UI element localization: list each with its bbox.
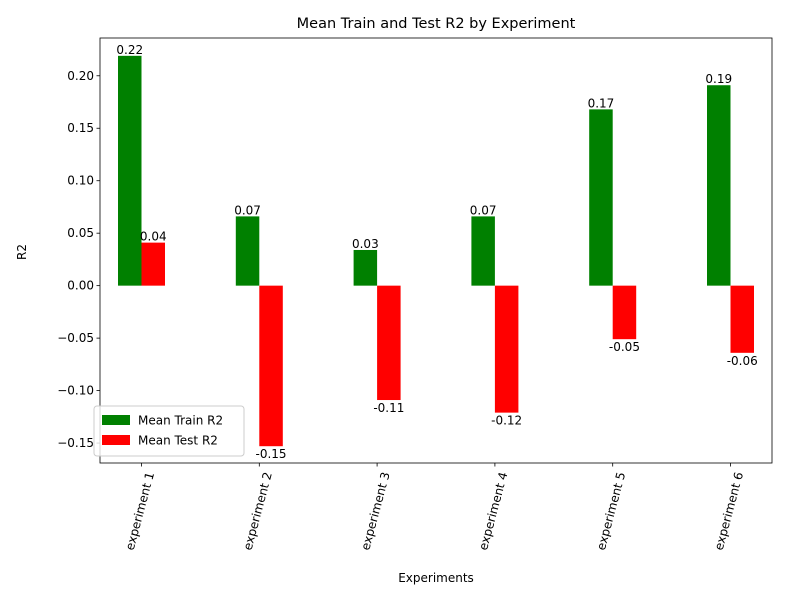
test-bar-label: -0.11 (373, 401, 404, 415)
legend-box (93, 405, 245, 457)
plot-area (99, 37, 773, 464)
y-tick-label: 0.10 (67, 174, 94, 188)
test-bar-label: -0.12 (491, 414, 522, 428)
y-tick-label: 0.05 (67, 226, 94, 240)
legend-label: Mean Train R2 (138, 414, 223, 428)
y-tick-label: 0.15 (67, 121, 94, 135)
test-bar (141, 242, 165, 286)
test-bar (259, 285, 283, 447)
train-bar-label: 0.22 (116, 43, 143, 57)
y-tick-label: −0.05 (57, 331, 94, 345)
train-bar (589, 109, 613, 286)
test-bar (494, 285, 519, 413)
train-bar-label: 0.03 (352, 237, 379, 251)
chart-title: Mean Train and Test R2 by Experiment (297, 16, 576, 32)
bar-labels: 0.22 0.07 0.03 0.07 0.17 0.19 0.04 -0.15 -0.11 -0… (116, 43, 757, 461)
test-bar-label: -0.06 (727, 354, 758, 368)
y-axis-label: R2 (15, 244, 29, 260)
legend-swatch (102, 415, 130, 425)
y-axis: −0.15 −0.10 −0.05 0.00 0.05 0.10 0.15 0.20 (57, 69, 100, 450)
train-bar (471, 216, 495, 286)
bars (118, 55, 754, 447)
train-bar-label: 0.07 (470, 203, 497, 217)
legend-swatch (102, 435, 130, 445)
train-bar (235, 216, 260, 286)
train-bar-label: 0.19 (705, 72, 732, 86)
train-bar-label: 0.17 (588, 96, 615, 110)
train-bar (707, 85, 731, 286)
test-bar (377, 285, 401, 401)
y-tick-label: 0.20 (67, 69, 94, 83)
legend-label: Mean Test R2 (138, 434, 218, 448)
y-tick-label: 0.00 (67, 279, 94, 293)
test-bar-label: 0.04 (140, 230, 167, 244)
train-bar-label: 0.07 (234, 203, 261, 217)
train-bar (118, 55, 142, 286)
test-bar (612, 285, 637, 340)
test-bar (730, 285, 754, 353)
legend: Mean Train R2 Mean Test R2 (93, 405, 245, 457)
y-tick-label: −0.10 (57, 384, 94, 398)
plot-frame (99, 37, 773, 464)
train-bar (353, 249, 378, 286)
test-bar-label: -0.15 (256, 447, 287, 461)
test-bar-label: -0.05 (609, 340, 640, 354)
y-tick-label: −0.15 (57, 436, 94, 450)
x-axis-label: Experiments (398, 571, 474, 585)
